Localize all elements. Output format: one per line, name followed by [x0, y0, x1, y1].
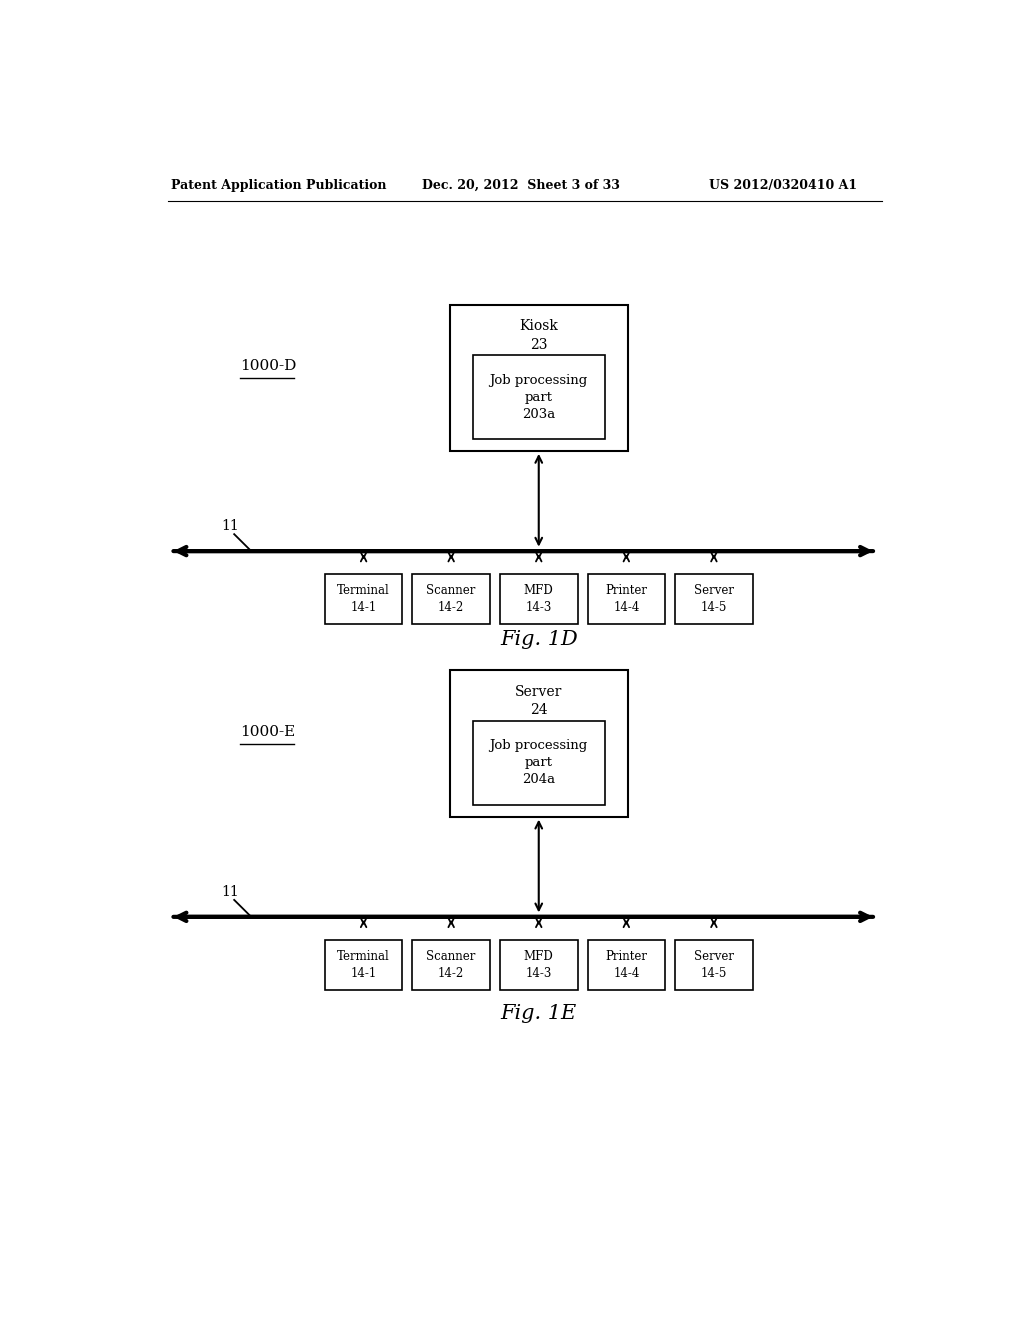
Text: US 2012/0320410 A1: US 2012/0320410 A1: [710, 178, 857, 191]
Text: Terminal
14-1: Terminal 14-1: [337, 585, 390, 614]
Text: Server
14-5: Server 14-5: [694, 585, 734, 614]
Text: 24: 24: [530, 704, 548, 718]
Text: Job processing
part
203a: Job processing part 203a: [489, 374, 588, 421]
Text: Fig. 1E: Fig. 1E: [501, 1003, 577, 1023]
Bar: [325, 574, 402, 624]
Bar: [450, 671, 628, 817]
Bar: [588, 574, 665, 624]
Text: Scanner
14-2: Scanner 14-2: [426, 585, 476, 614]
Bar: [413, 574, 489, 624]
Text: 1000-D: 1000-D: [241, 359, 297, 374]
Text: Printer
14-4: Printer 14-4: [605, 950, 647, 979]
Text: Fig. 1D: Fig. 1D: [500, 630, 578, 649]
Text: 1000-E: 1000-E: [241, 725, 296, 739]
Text: 11: 11: [221, 886, 239, 899]
Bar: [675, 574, 753, 624]
Text: Patent Application Publication: Patent Application Publication: [171, 178, 386, 191]
Text: Terminal
14-1: Terminal 14-1: [337, 950, 390, 979]
Text: 23: 23: [530, 338, 548, 351]
Text: Server
14-5: Server 14-5: [694, 950, 734, 979]
Text: Kiosk: Kiosk: [519, 319, 558, 333]
Bar: [473, 355, 604, 440]
Text: Printer
14-4: Printer 14-4: [605, 585, 647, 614]
Bar: [413, 940, 489, 990]
Text: Dec. 20, 2012  Sheet 3 of 33: Dec. 20, 2012 Sheet 3 of 33: [423, 178, 621, 191]
Text: MFD
14-3: MFD 14-3: [524, 950, 554, 979]
Text: Scanner
14-2: Scanner 14-2: [426, 950, 476, 979]
Bar: [675, 940, 753, 990]
Text: MFD
14-3: MFD 14-3: [524, 585, 554, 614]
Text: Job processing
part
204a: Job processing part 204a: [489, 739, 588, 787]
Bar: [500, 574, 578, 624]
Text: 11: 11: [221, 520, 239, 533]
Bar: [500, 940, 578, 990]
Bar: [450, 305, 628, 451]
Bar: [325, 940, 402, 990]
Bar: [473, 721, 604, 805]
Bar: [588, 940, 665, 990]
Text: Server: Server: [515, 685, 562, 700]
